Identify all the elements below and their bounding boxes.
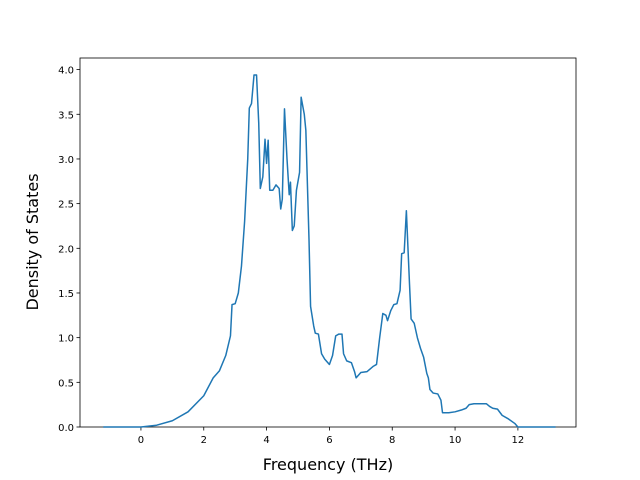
y-axis-label: Density of States — [23, 173, 42, 310]
data-line — [103, 74, 556, 428]
y-tick-label: 2.5 — [58, 200, 74, 211]
x-tick-label: 0 — [138, 435, 144, 446]
x-tick-label: 6 — [326, 435, 332, 446]
y-tick-label: 0.5 — [58, 378, 74, 389]
y-tick-label: 0.0 — [58, 423, 74, 434]
plot-frame — [79, 57, 577, 428]
x-tick-label: 2 — [201, 435, 207, 446]
y-tick-label: 2.0 — [58, 244, 74, 255]
y-tick-label: 1.5 — [58, 289, 74, 300]
x-tick-label: 12 — [512, 435, 525, 446]
y-tick-label: 3.0 — [58, 155, 74, 166]
x-tick-label: 10 — [449, 435, 462, 446]
y-tick-label: 1.0 — [58, 334, 74, 345]
x-tick-label: 8 — [389, 435, 395, 446]
y-tick-label: 4.0 — [58, 66, 74, 77]
y-tick-label: 3.5 — [58, 110, 74, 121]
x-axis-label: Frequency (THz) — [263, 455, 393, 474]
x-tick-label: 4 — [263, 435, 269, 446]
